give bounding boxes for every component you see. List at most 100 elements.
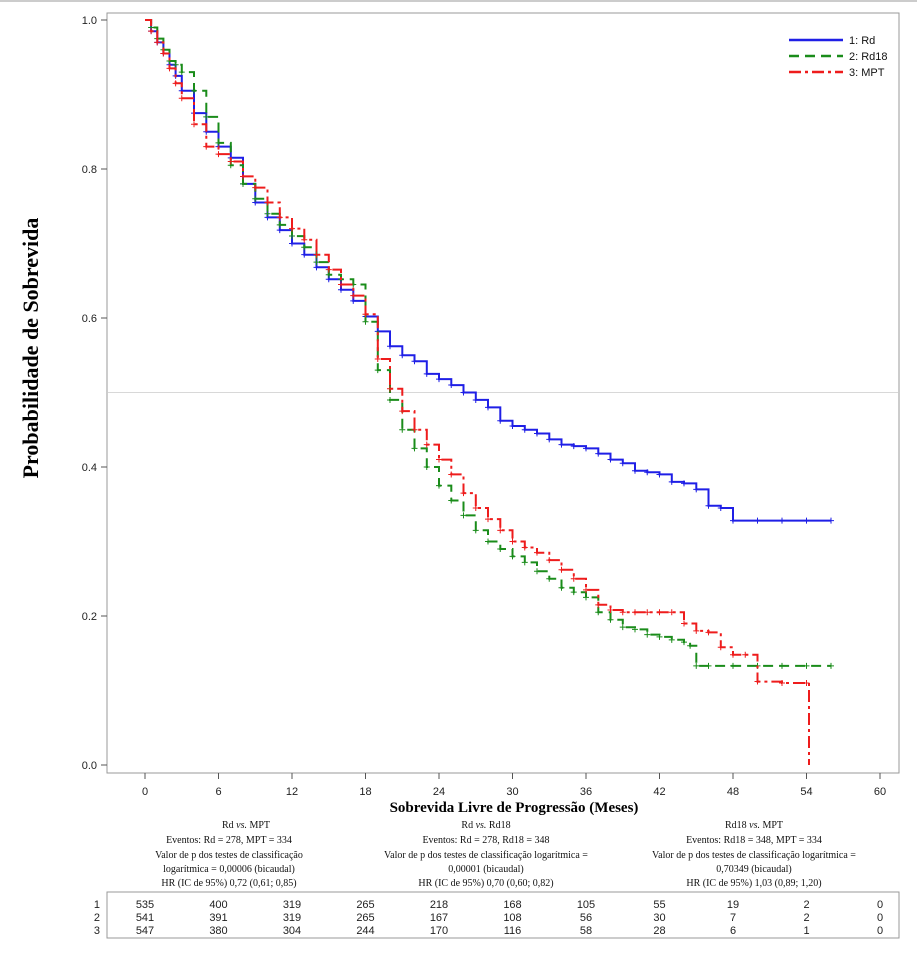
risk-cell: 400 (209, 899, 227, 911)
censor-mark (448, 497, 455, 504)
y-tick-label: 0.0 (82, 760, 97, 772)
x-tick-label: 18 (359, 786, 371, 798)
series-line (145, 19, 831, 667)
series-2-group (145, 19, 810, 765)
censor-mark (289, 225, 295, 232)
censor-mark (350, 292, 357, 299)
censor-mark (448, 382, 455, 389)
series-line (145, 19, 810, 765)
risk-row-label: 2 (94, 912, 100, 924)
risk-cell: 0 (877, 899, 883, 911)
censor-mark (803, 517, 810, 524)
risk-cell: 56 (580, 912, 592, 924)
censor-mark (436, 482, 442, 489)
comparison-rd-vs-rd18: Rd vs. Rd18 Eventos: Rd = 278, Rd18 = 34… (384, 820, 588, 889)
censor-mark (693, 662, 700, 669)
censor-mark (399, 426, 406, 433)
censor-mark (148, 28, 155, 35)
legend-label-rd: 1: Rd (849, 35, 875, 47)
risk-cell: 244 (356, 925, 374, 937)
risk-cell: 304 (283, 925, 301, 937)
comparison-pvalue-line2: 0,00001 (bicaudal) (448, 864, 524, 875)
censor-mark (264, 199, 271, 206)
censor-mark (619, 460, 626, 467)
x-tick-label: 30 (506, 786, 518, 798)
risk-cell: 541 (136, 912, 154, 924)
x-tick-label: 24 (433, 786, 445, 798)
censor-mark (681, 639, 687, 646)
censor-mark (387, 385, 393, 392)
risk-cell: 547 (136, 925, 154, 937)
censor-mark (178, 95, 185, 102)
y-axis-label: Probabilidade de Sobrevida (18, 218, 43, 479)
censor-mark (644, 631, 651, 638)
censor-mark (607, 607, 614, 614)
series-1-group (145, 19, 834, 669)
censor-mark (521, 426, 528, 433)
risk-cell: 380 (209, 925, 227, 937)
censor-mark (509, 538, 516, 545)
censor-mark (460, 389, 467, 396)
legend-label-rd18: 2: Rd18 (849, 51, 888, 63)
censor-mark (644, 609, 651, 616)
censor-mark (399, 352, 406, 359)
x-tick-label: 6 (215, 786, 221, 798)
censor-mark (325, 271, 332, 278)
censor-mark (644, 469, 651, 476)
legend-item-rd: 1: Rd (789, 35, 875, 47)
censor-mark (166, 65, 173, 72)
censor-mark (693, 627, 700, 634)
censor-mark (754, 678, 761, 685)
censor-mark (558, 441, 565, 448)
censor-mark (472, 527, 479, 534)
censor-mark (301, 236, 308, 243)
censor-mark (289, 233, 295, 240)
legend-label-mpt: 3: MPT (849, 67, 885, 79)
censor-mark (374, 367, 381, 374)
censor-mark (681, 620, 687, 627)
comparison-events: Eventos: Rd18 = 348, MPT = 334 (686, 835, 822, 846)
censor-mark (534, 549, 540, 556)
comparison-hr: HR (IC de 95%) 0,72 (0,61; 0,85) (161, 878, 296, 889)
censor-mark (172, 80, 179, 87)
x-axis-ticks: 0 6 12 18 24 30 36 42 48 54 60 (142, 773, 886, 798)
censor-mark (160, 50, 167, 57)
censor-mark (668, 636, 675, 643)
legend: 1: Rd 2: Rd18 3: MPT (789, 35, 888, 79)
risk-cell: 30 (653, 912, 665, 924)
risk-cell: 535 (136, 899, 154, 911)
censor-mark (534, 430, 540, 437)
censor-mark (754, 517, 761, 524)
risk-cell: 319 (283, 899, 301, 911)
comparison-pvalue-line1: Valor de p dos testes de classificação l… (652, 850, 856, 861)
censor-mark (387, 396, 393, 403)
censor-mark (570, 575, 577, 582)
x-tick-label: 12 (286, 786, 298, 798)
risk-cell: 265 (356, 899, 374, 911)
risk-cell: 7 (730, 912, 736, 924)
y-tick-label: 0.8 (82, 164, 97, 176)
risk-cell: 0 (877, 912, 883, 924)
x-tick-label: 60 (874, 786, 886, 798)
risk-cell: 2 (803, 912, 809, 924)
censor-mark (705, 629, 712, 636)
comparison-rd-vs-mpt: Rd vs. MPT Eventos: Rd = 278, MPT = 334 … (155, 820, 303, 889)
y-tick-label: 0.6 (82, 313, 97, 325)
legend-item-rd18: 2: Rd18 (789, 51, 888, 63)
censor-mark (460, 490, 467, 497)
risk-cell: 105 (577, 899, 595, 911)
risk-cell: 319 (283, 912, 301, 924)
censor-mark (558, 584, 565, 591)
censor-mark (687, 642, 694, 649)
censor-mark (595, 609, 602, 616)
risk-cell: 28 (653, 925, 665, 937)
censor-mark (423, 370, 430, 377)
comparison-title: Rd vs. Rd18 (461, 820, 510, 831)
y-axis-ticks: 0.0 0.2 0.4 0.6 0.8 1.0 (82, 15, 107, 772)
censor-mark (485, 404, 491, 411)
censor-mark (436, 456, 442, 463)
censor-mark (619, 609, 626, 616)
censor-mark (803, 662, 810, 669)
censor-mark (227, 158, 234, 165)
censor-mark (240, 173, 246, 180)
